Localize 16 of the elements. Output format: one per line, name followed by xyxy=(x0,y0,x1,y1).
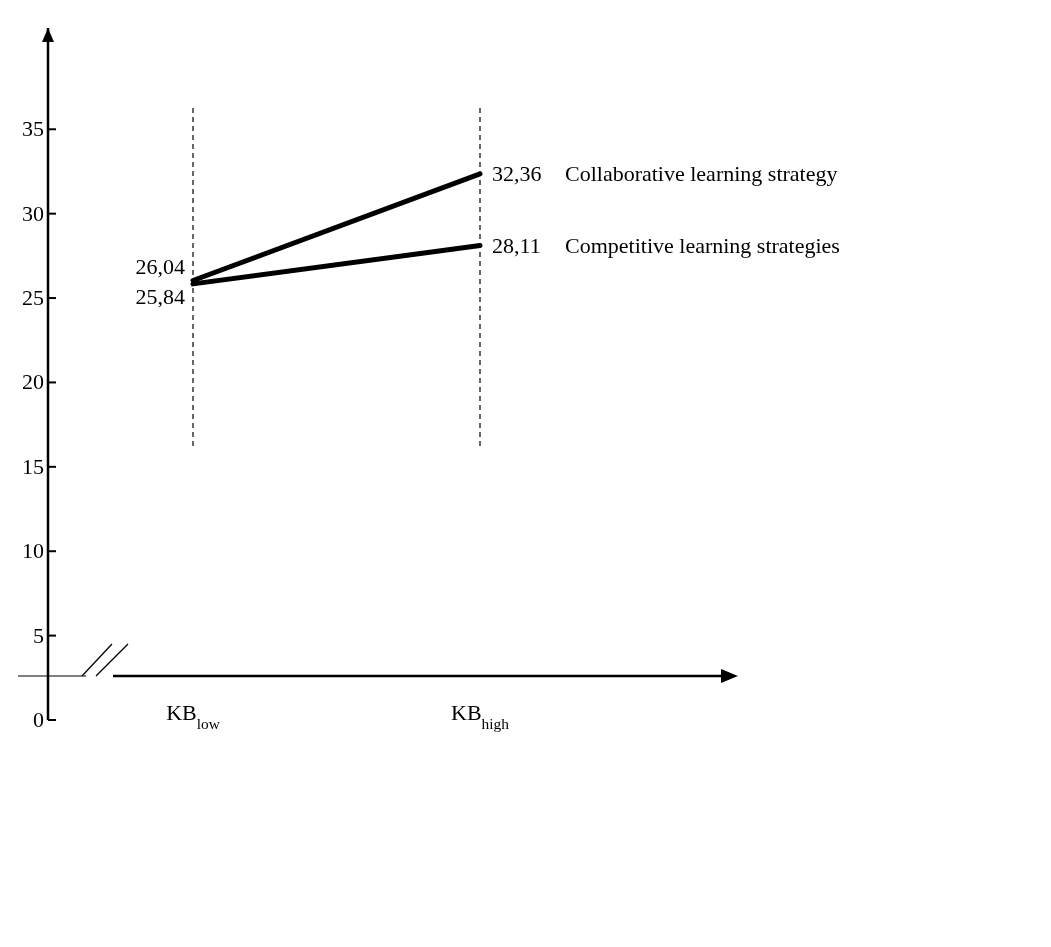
text: Collaborative learning strategy xyxy=(565,160,838,186)
y-tick-label: 35 xyxy=(22,116,44,142)
y-tick-label: 15 xyxy=(22,453,44,479)
y-tick-label: 5 xyxy=(33,622,44,648)
y-tick-label: 0 xyxy=(33,707,44,732)
data-label: 28,11 xyxy=(492,232,541,258)
data-label: 25,84 xyxy=(135,283,185,309)
y-tick-label: 30 xyxy=(22,200,44,226)
data-label: 26,04 xyxy=(135,254,185,280)
data-label: 32,36 xyxy=(492,160,542,186)
y-tick-label: 25 xyxy=(22,285,44,311)
y-tick-label: 20 xyxy=(22,369,44,395)
y-tick-label: 10 xyxy=(22,538,44,564)
text: Competitive learning strategies xyxy=(565,232,840,258)
x-tick-label: KB$_{low}$ xyxy=(166,700,221,732)
x-tick-label: KB$_{high}$ xyxy=(451,700,510,732)
